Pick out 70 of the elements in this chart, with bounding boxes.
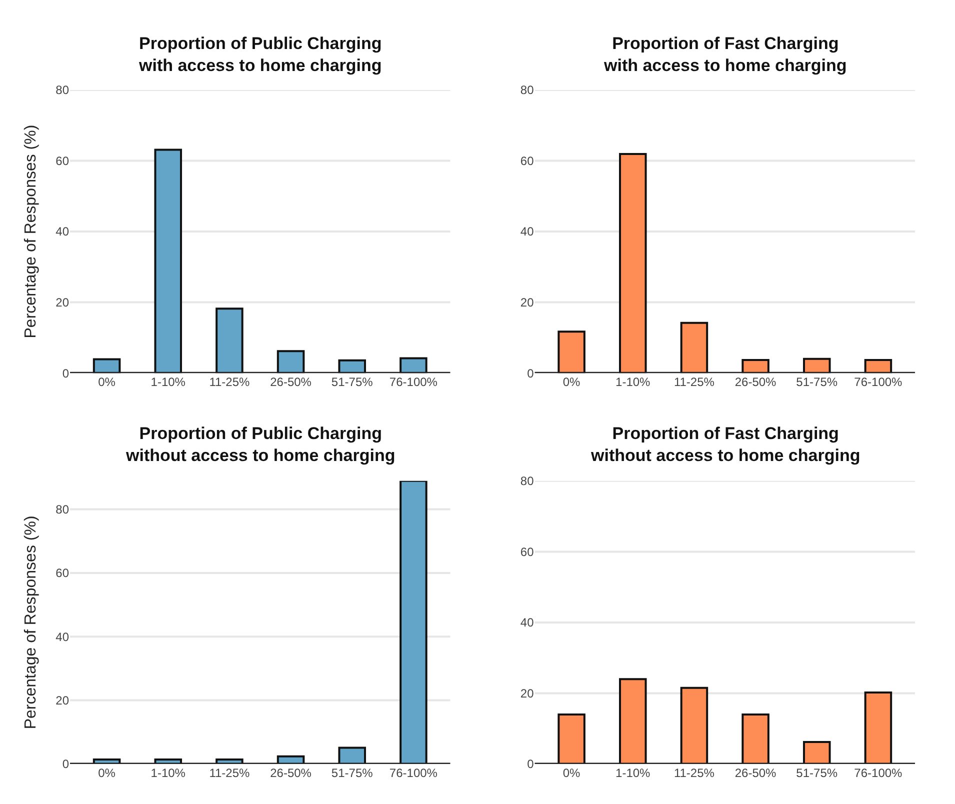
x-tick-label: 1-10% — [616, 766, 651, 780]
bar — [558, 713, 586, 764]
bar — [338, 746, 366, 764]
bar — [802, 358, 831, 374]
y-tick-label: 20 — [56, 296, 70, 310]
y-tick-label: 40 — [56, 630, 70, 644]
y-tick-label: 80 — [56, 502, 70, 516]
x-tick-label: 26-50% — [270, 766, 312, 780]
bar — [680, 686, 708, 764]
y-tick-label: 80 — [520, 474, 534, 488]
y-tick-label: 0 — [527, 757, 534, 772]
x-tick-label: 0% — [562, 766, 581, 780]
y-tick-label: 0 — [62, 366, 70, 380]
bar — [680, 322, 708, 374]
y-tick-label: 60 — [520, 544, 534, 559]
x-tick-label: 11-25% — [209, 375, 250, 390]
y-tick-label: 40 — [520, 224, 534, 239]
bar — [154, 148, 182, 374]
x-tick-label: 76-100% — [389, 766, 438, 780]
x-tick-label: 76-100% — [854, 766, 903, 780]
x-tick-label: 51-75% — [331, 766, 374, 780]
x-tick-label: 51-75% — [331, 375, 374, 390]
y-tick-label: 0 — [62, 757, 70, 772]
x-tick-label: 0% — [562, 375, 581, 390]
bar — [802, 741, 831, 764]
x-tick-label: 51-75% — [796, 766, 838, 780]
bar — [216, 308, 244, 374]
y-tick-label: 40 — [520, 616, 534, 630]
x-tick-label: 1-10% — [150, 766, 186, 780]
x-tick-label: 0% — [98, 375, 116, 390]
x-tick-label: 26-50% — [734, 375, 777, 390]
bar — [864, 358, 892, 374]
y-tick-label: 20 — [520, 686, 534, 700]
x-tick-label: 11-25% — [674, 766, 715, 780]
y-tick-label: 60 — [56, 566, 70, 580]
y-tick-label: 60 — [520, 154, 534, 168]
y-tick-label: 40 — [56, 224, 70, 239]
chart-title: Proportion of Public Charging without access to home charging — [125, 424, 396, 466]
x-tick-label: 11-25% — [674, 375, 715, 390]
bar — [864, 692, 892, 764]
x-tick-label: 51-75% — [796, 375, 838, 390]
x-tick-label: 26-50% — [270, 375, 312, 390]
bar — [338, 359, 366, 374]
bar — [619, 678, 647, 764]
y-tick-label: 60 — [56, 154, 70, 168]
bar — [742, 713, 770, 764]
y-tick-label: 0 — [527, 366, 534, 380]
y-axis-title: Percentage of Responses (%) — [22, 516, 40, 730]
x-tick-label: 11-25% — [209, 766, 250, 780]
y-axis-title: Percentage of Responses (%) — [22, 124, 40, 338]
y-tick-label: 20 — [520, 296, 534, 310]
x-tick-label: 76-100% — [854, 375, 903, 390]
bar — [742, 358, 770, 374]
y-tick-label: 80 — [56, 83, 70, 98]
bar — [92, 358, 121, 374]
bar — [619, 153, 647, 374]
x-tick-label: 76-100% — [389, 375, 438, 390]
x-tick-label: 26-50% — [734, 766, 777, 780]
bar — [276, 350, 305, 374]
bar — [400, 480, 428, 764]
x-tick-label: 1-10% — [616, 375, 651, 390]
x-tick-label: 1-10% — [150, 375, 186, 390]
chart-title: Proportion of Public Charging with access to home charging — [138, 34, 382, 76]
x-tick-label: 0% — [98, 766, 116, 780]
bar — [558, 330, 586, 374]
y-tick-label: 20 — [56, 694, 70, 708]
bar — [400, 357, 428, 374]
chart-title: Proportion of Fast Charging without access to home charging — [590, 424, 860, 466]
y-tick-label: 80 — [520, 83, 534, 98]
chart-title: Proportion of Fast Charging with access to home charging — [603, 34, 847, 76]
